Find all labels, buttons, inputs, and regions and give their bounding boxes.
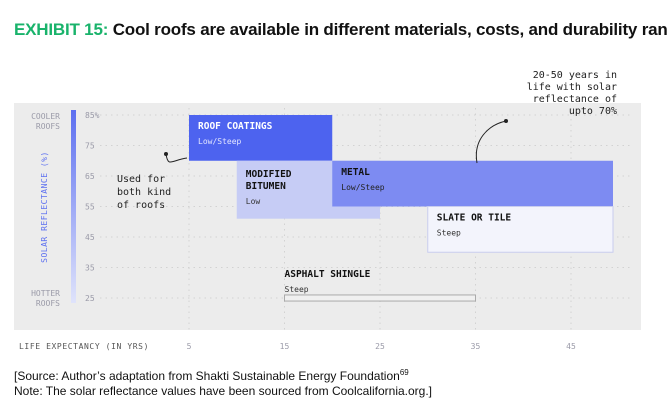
source-note: [Source: Author’s adaptation from Shakti… — [14, 365, 432, 399]
x-tick-label: 45 — [566, 342, 576, 351]
y-tick-label: 25 — [85, 294, 95, 303]
asphalt-shingle-subtitle: Steep — [285, 285, 309, 294]
asphalt-shingle-box — [284, 294, 476, 302]
y-axis-title: SOLAR REFLECTANCE (%) — [40, 151, 49, 263]
cooler-roofs-label: COOLER — [31, 112, 60, 121]
hotter-roofs-label: HOTTER — [31, 289, 60, 298]
annotation-metal-life: life with solar — [527, 82, 617, 93]
x-tick-label: 25 — [375, 342, 385, 351]
title-text: Cool roofs are available in different ma… — [112, 20, 667, 39]
x-tick-label: 35 — [471, 342, 481, 351]
x-axis-title: LIFE EXPECTANCY (IN YRS) — [19, 342, 149, 351]
slate-or-tile-subtitle: Steep — [437, 229, 461, 238]
exhibit-label: EXHIBIT 15: — [14, 20, 109, 39]
roof-coatings-box — [189, 115, 333, 161]
modified-bitumen-label: BITUMEN — [246, 181, 286, 192]
annotation-dot — [504, 119, 508, 123]
annotation-both-roofs: of roofs — [117, 200, 165, 211]
annotation-both-roofs: Used for — [117, 174, 165, 185]
metal-label: METAL — [341, 167, 370, 178]
annotation-metal-life: reflectance of — [533, 94, 617, 105]
source-line-2: Note: The solar reflectance values have … — [14, 384, 433, 398]
y-tick-label: 55 — [85, 203, 95, 212]
metal-box — [332, 160, 613, 207]
y-tick-label: 35 — [85, 264, 95, 273]
metal-subtitle: Low/Steep — [341, 183, 385, 192]
asphalt-shingle-label: ASPHALT SHINGLE — [285, 269, 371, 280]
cooler-roofs-label: ROOFS — [36, 122, 60, 131]
annotation-metal-life: upto 70% — [569, 106, 617, 117]
reflectance-scale-bar — [71, 110, 76, 303]
slate-or-tile-box — [427, 206, 614, 253]
source-text: [Source: Author’s adaptation from Shakti… — [14, 369, 400, 383]
y-tick-label: 85% — [85, 111, 100, 120]
x-tick-label: 5 — [187, 342, 192, 351]
modified-bitumen-label: MODIFIED — [246, 169, 292, 180]
x-tick-label: 15 — [280, 342, 290, 351]
annotation-dot — [164, 152, 168, 156]
annotation-both-roofs: both kind — [117, 187, 171, 198]
modified-bitumen-subtitle: Low — [246, 197, 261, 206]
annotation-arrow-right — [475, 120, 507, 164]
hotter-roofs-label: ROOFS — [36, 299, 60, 308]
slate-or-tile-label: SLATE OR TILE — [437, 213, 512, 224]
y-tick-label: 45 — [85, 233, 95, 242]
y-tick-label: 65 — [85, 172, 95, 181]
y-tick-label: 75 — [85, 142, 95, 151]
source-line-1: [Source: Author’s adaptation from Shakti… — [14, 365, 432, 384]
chart-title: EXHIBIT 15: Cool roofs are available in … — [14, 20, 667, 40]
annotation-metal-life: 20-50 years in — [533, 70, 617, 81]
roof-coatings-label: ROOF COATINGS — [198, 121, 273, 132]
roof-coatings-subtitle: Low/Steep — [198, 137, 242, 146]
footnote-ref: 69 — [399, 368, 409, 377]
annotation-arrow-left — [165, 153, 188, 163]
